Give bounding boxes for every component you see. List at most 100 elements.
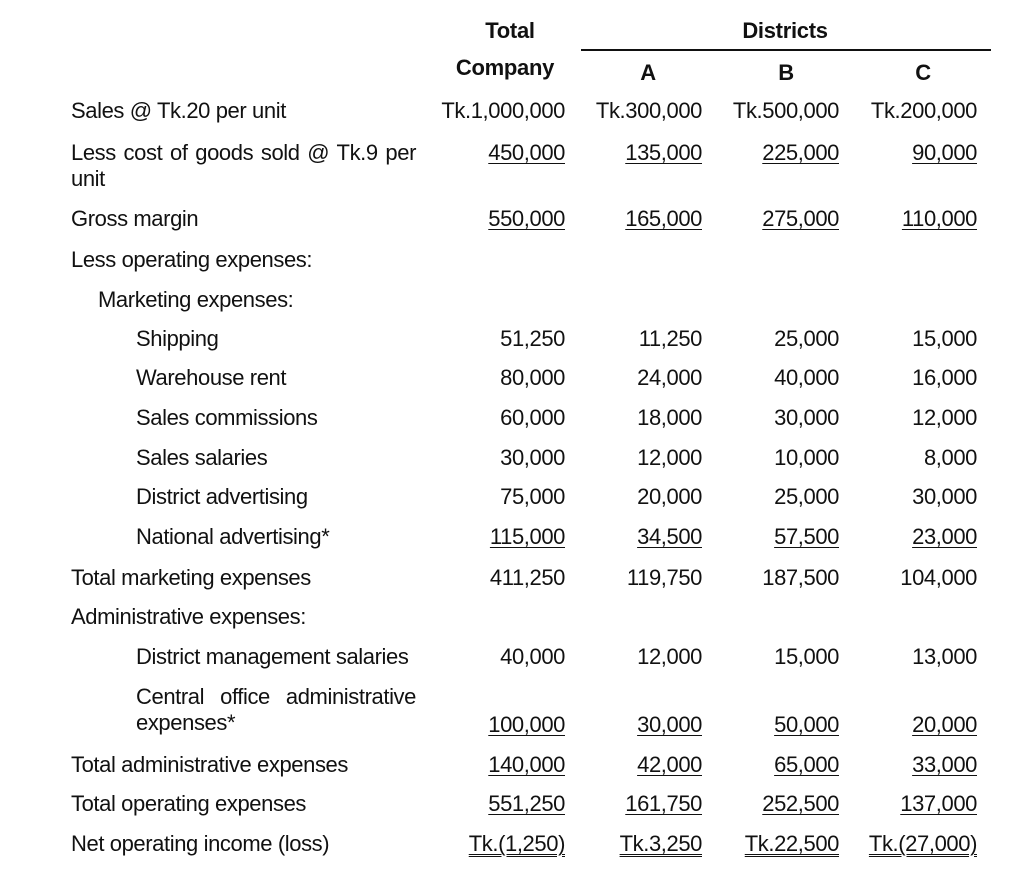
cell-district-a: Tk.3,250 <box>619 831 703 856</box>
cell-district-a: 24,000 <box>637 365 702 390</box>
row-marketing-heading: Marketing expenses: <box>0 287 1024 327</box>
row-label: National advertising* <box>136 524 330 549</box>
cell-district-a: 161,750 <box>625 791 702 816</box>
cell-total: 551,250 <box>488 791 565 816</box>
cell-total: Tk.1,000,000 <box>441 98 565 123</box>
cell-district-a: 20,000 <box>637 484 702 509</box>
cell-district-c: 30,000 <box>912 484 977 509</box>
cell-district-c: 23,000 <box>912 524 977 549</box>
cell-district-b: 187,500 <box>762 565 839 590</box>
cell-district-b: 225,000 <box>762 140 839 165</box>
cell-district-b: 252,500 <box>762 791 839 816</box>
cell-district-c: Tk.200,000 <box>870 98 977 123</box>
cell-total: 100,000 <box>488 712 565 737</box>
row-shipping: Shipping 51,250 11,250 25,000 15,000 <box>0 326 1024 366</box>
cell-district-b: 10,000 <box>774 445 839 470</box>
row-label: Less operating expenses: <box>71 247 313 272</box>
row-district-advertising: District advertising 75,000 20,000 25,00… <box>0 484 1024 524</box>
row-label: Total operating expenses <box>71 791 307 816</box>
row-sales-commissions: Sales commissions 60,000 18,000 30,000 1… <box>0 405 1024 445</box>
cell-district-a: 18,000 <box>637 405 702 430</box>
row-label: Sales commissions <box>136 405 318 430</box>
districts-underline <box>581 49 991 51</box>
cell-district-b: 30,000 <box>774 405 839 430</box>
cell-district-c: 13,000 <box>912 644 977 669</box>
header-districts: Districts <box>742 18 828 43</box>
header-district-c: C <box>915 60 931 85</box>
row-district-management-salaries: District management salaries 40,000 12,0… <box>0 644 1024 684</box>
cell-total: 40,000 <box>500 644 565 669</box>
row-label: Administrative expenses: <box>71 604 306 629</box>
cell-district-c: 20,000 <box>912 712 977 737</box>
cell-district-b: 25,000 <box>774 484 839 509</box>
row-label: Total administrative expenses <box>71 752 348 777</box>
row-label: Sales @ Tk.20 per unit <box>71 98 286 123</box>
cell-total: Tk.(1,250) <box>468 831 566 856</box>
cell-total: 550,000 <box>488 206 565 231</box>
cell-total: 60,000 <box>500 405 565 430</box>
row-administrative-heading: Administrative expenses: <box>0 604 1024 644</box>
row-label: Marketing expenses: <box>98 287 294 312</box>
cell-total: 450,000 <box>488 140 565 165</box>
cell-district-c: 104,000 <box>900 565 977 590</box>
cell-district-b: 25,000 <box>774 326 839 351</box>
header-total-line2: Company <box>455 55 555 80</box>
cell-total: 75,000 <box>500 484 565 509</box>
cell-district-a: 165,000 <box>625 206 702 231</box>
row-label: District management salaries <box>136 644 409 669</box>
cell-district-a: 30,000 <box>637 712 702 737</box>
cell-total: 115,000 <box>489 524 565 549</box>
cell-district-b: 65,000 <box>774 752 839 777</box>
cell-district-a: 12,000 <box>637 445 702 470</box>
cell-district-c: 90,000 <box>912 140 977 165</box>
row-label: District advertising <box>136 484 308 509</box>
row-sales: Sales @ Tk.20 per unit Tk.1,000,000 Tk.3… <box>0 98 1024 138</box>
cell-district-a: 42,000 <box>637 752 702 777</box>
cell-total: 411,250 <box>489 565 565 590</box>
cell-district-b: 275,000 <box>762 206 839 231</box>
cell-district-b: 40,000 <box>774 365 839 390</box>
cell-district-b: Tk.500,000 <box>732 98 839 123</box>
cell-district-c: 110,000 <box>901 206 977 231</box>
row-label: Sales salaries <box>136 445 268 470</box>
cell-district-b: 57,500 <box>774 524 839 549</box>
header-district-a: A <box>640 60 656 85</box>
row-label: Less cost of goods sold @ Tk.9 per unit <box>71 140 416 191</box>
row-gross-margin: Gross margin 550,000 165,000 275,000 110… <box>0 206 1024 246</box>
cell-district-c: 16,000 <box>912 365 977 390</box>
row-total-administrative: Total administrative expenses 140,000 42… <box>0 752 1024 792</box>
cell-total: 80,000 <box>500 365 565 390</box>
header-total-line1: Total <box>485 18 535 43</box>
row-label: Central office administrative expenses* <box>136 684 416 735</box>
cell-total: 30,000 <box>500 445 565 470</box>
row-label: Total marketing expenses <box>71 565 311 590</box>
cell-district-b: Tk.22,500 <box>744 831 840 856</box>
row-total-marketing: Total marketing expenses 411,250 119,750… <box>0 565 1024 605</box>
row-national-advertising: National advertising* 115,000 34,500 57,… <box>0 524 1024 564</box>
row-operating-expenses-heading: Less operating expenses: <box>0 247 1024 287</box>
cell-district-a: Tk.300,000 <box>595 98 702 123</box>
row-central-office-admin: Central office administrative expenses* … <box>0 684 1024 744</box>
cell-district-c: 15,000 <box>912 326 977 351</box>
cell-district-a: 11,250 <box>638 326 703 351</box>
cell-district-c: 33,000 <box>912 752 977 777</box>
row-label: Warehouse rent <box>136 365 287 390</box>
row-label: Gross margin <box>71 206 199 231</box>
row-total-operating: Total operating expenses 551,250 161,750… <box>0 791 1024 831</box>
row-sales-salaries: Sales salaries 30,000 12,000 10,000 8,00… <box>0 445 1024 485</box>
cell-district-a: 34,500 <box>637 524 702 549</box>
cell-district-a: 119,750 <box>626 565 702 590</box>
cell-total: 140,000 <box>488 752 565 777</box>
cell-district-b: 15,000 <box>774 644 839 669</box>
cell-district-c: 8,000 <box>923 445 977 470</box>
cell-district-c: Tk.(27,000) <box>868 831 977 856</box>
cell-district-b: 50,000 <box>774 712 839 737</box>
row-label: Net operating income (loss) <box>71 831 330 856</box>
cell-district-c: 137,000 <box>900 791 977 816</box>
row-net-operating-income: Net operating income (loss) Tk.(1,250) T… <box>0 831 1024 871</box>
cell-district-a: 135,000 <box>625 140 702 165</box>
row-label: Shipping <box>136 326 219 351</box>
row-warehouse-rent: Warehouse rent 80,000 24,000 40,000 16,0… <box>0 365 1024 405</box>
cell-district-a: 12,000 <box>637 644 702 669</box>
